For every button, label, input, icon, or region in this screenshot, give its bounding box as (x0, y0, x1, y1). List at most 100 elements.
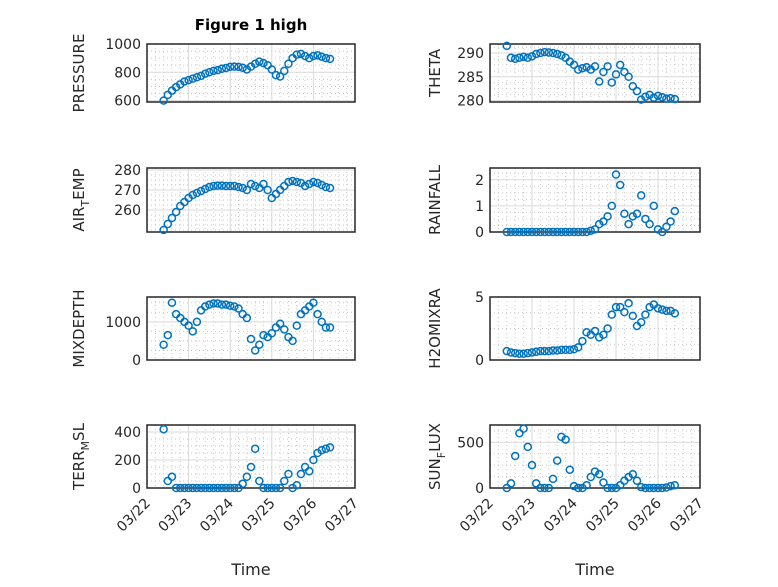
data-point (544, 48, 554, 57)
data-point (552, 456, 562, 465)
data-point (565, 345, 575, 355)
data-point (234, 182, 243, 192)
data-point (666, 306, 675, 316)
data-point (321, 323, 331, 332)
axes-box (146, 167, 356, 233)
data-point (531, 347, 541, 357)
data-point (246, 179, 256, 189)
data-point (259, 58, 268, 68)
y-axis-label: TERRMSL (70, 422, 92, 491)
data-point (561, 345, 570, 355)
x-tick-label: 03/27 (322, 496, 362, 536)
data-point (607, 201, 617, 211)
data-point (519, 424, 528, 433)
data-point (540, 47, 549, 57)
data-point (225, 181, 235, 191)
data-point (569, 481, 579, 491)
data-point (666, 481, 675, 491)
data-point (620, 209, 629, 218)
x-tick-label: 03/26 (625, 495, 665, 535)
data-point (632, 86, 642, 96)
data-point (259, 179, 268, 189)
data-point (280, 325, 289, 334)
data-point (599, 478, 608, 487)
data-point (527, 52, 537, 61)
data-point (275, 72, 285, 81)
data-point (296, 469, 306, 479)
data-point (284, 59, 293, 69)
data-point (536, 48, 545, 58)
data-point (573, 343, 583, 352)
data-point (267, 483, 277, 493)
data-point (645, 302, 654, 312)
data-point (292, 50, 302, 59)
data-point (209, 299, 218, 308)
data-point (271, 483, 281, 493)
data-point (163, 219, 173, 229)
data-point (171, 483, 181, 493)
data-point (544, 346, 554, 356)
data-point (167, 298, 177, 307)
data-point (636, 317, 646, 327)
y-tick-label: 400 (114, 425, 141, 441)
data-point (624, 219, 633, 229)
data-point (515, 53, 524, 63)
axes-box (146, 43, 356, 103)
data-point (657, 227, 667, 237)
axes-box (146, 296, 356, 361)
data-point (288, 176, 297, 186)
data-point (582, 227, 591, 237)
data-point (167, 213, 177, 223)
y-axis-label: AIRTEMP (70, 168, 92, 231)
data-point (263, 185, 272, 195)
data-point (523, 227, 533, 237)
data-point (275, 319, 285, 328)
data-point (548, 48, 558, 58)
data-point (242, 185, 252, 195)
data-point (649, 201, 659, 211)
data-point (607, 310, 617, 319)
data-point (200, 184, 210, 194)
y-tick-label: 800 (114, 65, 141, 81)
y-axis-label: H2OMIXRA (426, 288, 444, 369)
x-axis-label: Time (574, 560, 614, 579)
y-tick-label: 1000 (105, 37, 141, 53)
data-point (645, 483, 654, 493)
data-point (670, 309, 680, 318)
data-point (180, 77, 189, 86)
data-point (205, 68, 214, 77)
data-point (569, 345, 579, 354)
data-point (163, 330, 173, 340)
data-point (192, 317, 202, 327)
data-point (267, 329, 277, 338)
x-tick-label: 03/22 (457, 496, 497, 536)
data-point (184, 75, 193, 85)
data-point (666, 217, 675, 226)
axes-box (489, 296, 701, 361)
data-point (615, 180, 625, 190)
data-point (569, 227, 579, 237)
data-point (196, 483, 206, 493)
data-point (536, 227, 545, 237)
y-tick-label: 0 (475, 225, 484, 241)
data-point (510, 348, 520, 358)
data-point (649, 93, 659, 102)
data-point (628, 212, 638, 221)
data-point (192, 72, 202, 82)
data-point (213, 299, 222, 308)
y-tick-label: 1 (475, 199, 484, 215)
x-tick-label: 03/23 (156, 496, 196, 536)
data-point (536, 483, 545, 493)
data-point (502, 41, 512, 51)
data-point (586, 472, 596, 482)
data-point (531, 227, 541, 237)
data-point (607, 483, 617, 493)
data-point (523, 442, 533, 452)
data-point (531, 479, 541, 488)
data-point (565, 465, 575, 474)
axes-box (146, 424, 356, 489)
data-point (641, 92, 650, 102)
x-tick-label: 03/27 (667, 496, 707, 536)
data-point (325, 323, 335, 332)
data-point (523, 348, 533, 358)
